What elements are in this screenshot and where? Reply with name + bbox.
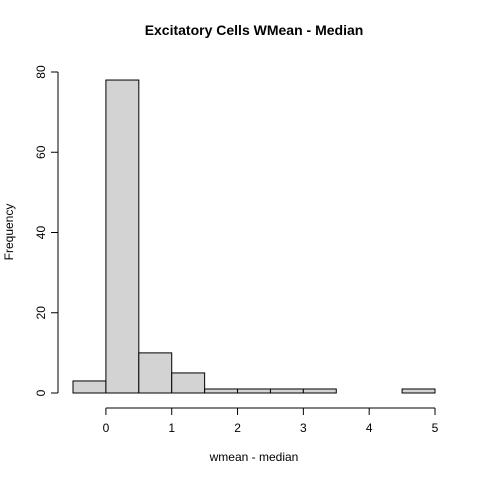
y-tick-label-3: 60 — [34, 145, 48, 159]
histogram-bar-1 — [105, 79, 140, 394]
histogram-bar-2 — [138, 352, 173, 394]
histogram-bar-7 — [302, 388, 337, 394]
x-axis-label: wmean - median — [209, 450, 299, 464]
x-tick-label-1: 1 — [168, 421, 175, 435]
x-tick-label-5: 5 — [432, 421, 439, 435]
histogram-bar-10 — [401, 388, 436, 394]
y-axis-label: Frequency — [2, 204, 16, 261]
x-tick-label-3: 3 — [300, 421, 307, 435]
histogram-bar-0 — [72, 380, 107, 394]
x-tick-label-4: 4 — [366, 421, 373, 435]
y-tick-label-2: 40 — [34, 226, 48, 240]
y-tick-label-0: 0 — [34, 389, 48, 396]
y-tick-label-4: 80 — [34, 65, 48, 79]
chart-title: Excitatory Cells WMean - Median — [145, 22, 364, 38]
y-tick-label-1: 20 — [34, 306, 48, 320]
x-tick-label-2: 2 — [234, 421, 241, 435]
x-axis: 0 1 2 3 4 5 — [103, 407, 439, 435]
histogram-bar-6 — [269, 388, 304, 394]
histogram-bar-5 — [237, 388, 271, 394]
y-axis: 0 20 40 60 80 — [34, 65, 59, 396]
histogram-bar-3 — [171, 372, 206, 394]
bars-layer — [72, 79, 436, 394]
x-tick-label-0: 0 — [103, 421, 110, 435]
histogram-bar-4 — [204, 388, 239, 394]
